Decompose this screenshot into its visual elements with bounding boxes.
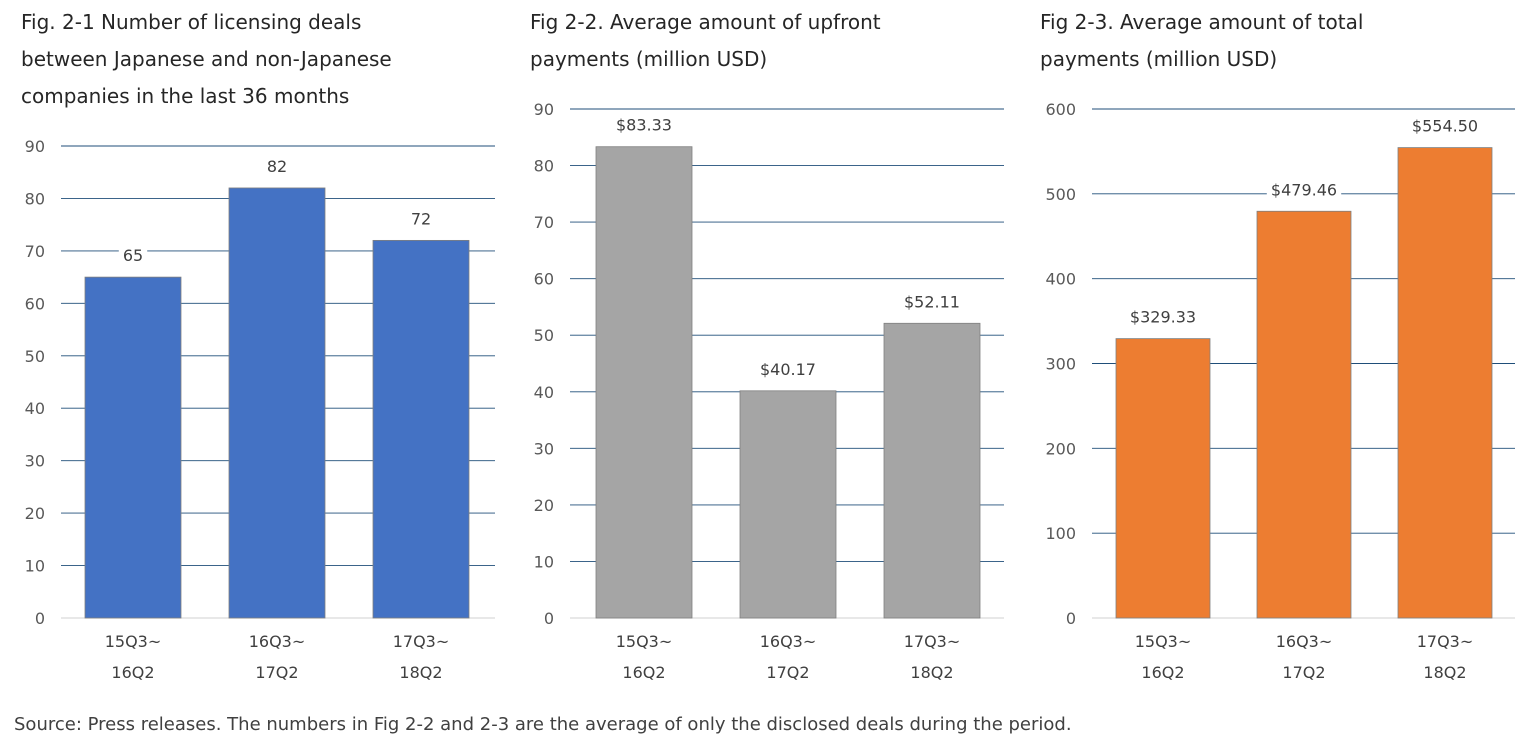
data-label-bg: [755, 359, 821, 380]
y-tick-label: 20: [534, 496, 554, 515]
x-tick-label: 17Q2: [255, 663, 298, 682]
data-label: $52.11: [904, 292, 960, 311]
y-tick-label: 40: [25, 399, 45, 418]
y-tick-label: 0: [35, 609, 45, 628]
data-label-bg: [406, 209, 436, 230]
bar: [84, 276, 182, 619]
x-tick-label: 17Q3~: [393, 632, 450, 651]
chart-panel-2: Fig 2-2. Average amount of upfront payme…: [530, 0, 1020, 700]
x-tick-label: 17Q2: [1282, 663, 1325, 682]
data-label: 65: [123, 246, 143, 265]
y-tick-label: 100: [1045, 524, 1076, 543]
data-label-bg: [1125, 307, 1201, 328]
data-label: $554.50: [1412, 117, 1478, 136]
y-tick-label: 50: [25, 347, 45, 366]
y-tick-label: 60: [25, 294, 45, 313]
y-tick-label: 600: [1045, 100, 1076, 119]
data-label: $329.33: [1130, 308, 1196, 327]
data-label-bg: [118, 246, 148, 267]
y-tick-label: 20: [25, 504, 45, 523]
bar-chart: 0 100 200 300 400 500 600 $329.33 15Q3~ 16Q2 $479.…: [1045, 100, 1515, 682]
y-tick-label: 500: [1045, 185, 1076, 204]
y-tick-label: 300: [1045, 355, 1076, 374]
y-tick-label: 50: [534, 326, 554, 345]
bar: [372, 239, 470, 619]
y-tick-label: 30: [534, 439, 554, 458]
x-tick-label: 18Q2: [910, 663, 953, 682]
x-tick-label: 15Q3~: [105, 632, 162, 651]
y-tick-label: 400: [1045, 270, 1076, 289]
chart-panel-3: Fig 2-3. Average amount of total payment…: [1040, 0, 1530, 700]
bar: [739, 390, 837, 619]
data-label: $83.33: [616, 116, 672, 135]
y-tick-label: 60: [534, 270, 554, 289]
data-label: 82: [267, 157, 287, 176]
bar: [1397, 147, 1493, 619]
chart-title: Fig 2-2. Average amount of upfront payme…: [530, 10, 881, 71]
x-tick-label: 16Q3~: [249, 632, 306, 651]
y-tick-label: 10: [25, 557, 45, 576]
data-label-bg: [899, 292, 965, 313]
y-tick-label: 40: [534, 383, 554, 402]
y-tick-label: 0: [544, 609, 554, 628]
y-tick-label: 90: [25, 137, 45, 156]
x-tick-label: 16Q3~: [760, 632, 817, 651]
y-tick-label: 80: [534, 157, 554, 176]
y-tick-label: 30: [25, 452, 45, 471]
y-tick-label: 10: [534, 552, 554, 571]
y-tick-label: 70: [534, 213, 554, 232]
bar-chart: 0 10 20 30 40 50 60 70 80 90 $83.33 15Q3~ 16Q2 $40.17…: [534, 100, 1004, 682]
x-tick-label: 16Q2: [111, 663, 154, 682]
data-label-bg: [262, 156, 292, 177]
data-label: 72: [411, 209, 431, 228]
bar: [1115, 338, 1211, 619]
y-tick-label: 70: [25, 242, 45, 261]
data-label-bg: [1266, 180, 1342, 201]
bar: [228, 187, 326, 619]
bar-chart: 0 10 20 30 40 50 60 70 80 90 65 15Q3~ 16Q2 82 16Q3~ 17Q…: [25, 137, 495, 682]
y-tick-label: 90: [534, 100, 554, 119]
source-note: Source: Press releases. The numbers in F…: [14, 714, 1072, 735]
data-label-bg: [611, 115, 677, 136]
bar: [1256, 210, 1352, 619]
x-tick-label: 15Q3~: [1135, 632, 1192, 651]
chart-title: Fig. 2-1 Number of licensing deals betwe…: [21, 10, 392, 108]
x-tick-label: 17Q3~: [904, 632, 961, 651]
x-tick-label: 17Q2: [766, 663, 809, 682]
bar: [595, 146, 693, 619]
x-tick-label: 18Q2: [399, 663, 442, 682]
data-label: $479.46: [1271, 180, 1337, 199]
x-tick-label: 16Q2: [1141, 663, 1184, 682]
x-tick-label: 15Q3~: [616, 632, 673, 651]
y-tick-label: 200: [1045, 439, 1076, 458]
y-tick-label: 80: [25, 189, 45, 208]
data-label-bg: [1407, 116, 1483, 137]
x-tick-label: 16Q3~: [1276, 632, 1333, 651]
x-tick-label: 17Q3~: [1417, 632, 1474, 651]
data-label: $40.17: [760, 360, 816, 379]
y-tick-label: 0: [1066, 609, 1076, 628]
x-tick-label: 18Q2: [1423, 663, 1466, 682]
x-tick-label: 16Q2: [622, 663, 665, 682]
chart-panel-1: Fig. 2-1 Number of licensing deals betwe…: [21, 0, 511, 700]
bar: [883, 322, 981, 619]
chart-title: Fig 2-3. Average amount of total payment…: [1040, 10, 1364, 71]
